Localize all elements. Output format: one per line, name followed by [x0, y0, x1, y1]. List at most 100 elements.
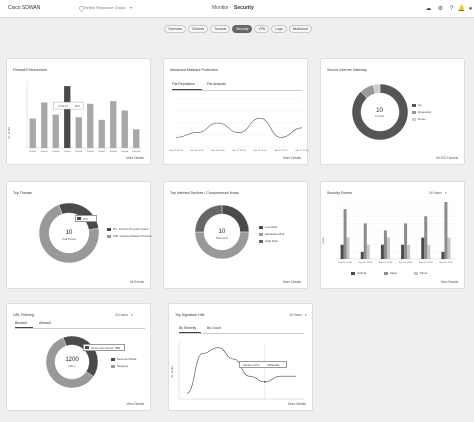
- legend-swatch: [259, 225, 263, 229]
- legend-label: Moderate Risk: [265, 232, 285, 236]
- view-details-link[interactable]: View Details: [440, 280, 458, 284]
- legend-item-news-media: News and Media: [111, 358, 136, 361]
- tooltip-label: Medium IPS: [243, 363, 260, 367]
- bar: [52, 114, 59, 148]
- legend-swatch: [412, 103, 416, 107]
- tab-file-analysis[interactable]: File Analysis: [207, 82, 226, 86]
- x-tick-label: Policy10: [132, 151, 141, 153]
- tab-devices[interactable]: Devices: [188, 25, 209, 33]
- legend-swatch: [107, 235, 111, 238]
- legend-swatch: [412, 110, 416, 114]
- x-tick-label: Policy5: [75, 151, 83, 153]
- chevron-down-icon[interactable]: ▾: [131, 313, 133, 317]
- bar: [121, 110, 128, 148]
- bar: [407, 244, 411, 259]
- donut-slice: [38, 204, 100, 264]
- card-title: Advanced Malware Protection: [170, 68, 218, 72]
- legend-item-shopping: Shopping: [111, 365, 128, 368]
- legend-swatch: [259, 232, 263, 236]
- firewall-enforcement-card: Firewall Enforcement Policy1 Policy2 Polic…: [6, 58, 151, 165]
- tab-logs[interactable]: Logs: [271, 25, 287, 33]
- active-tab-indicator: [172, 89, 202, 90]
- tab-overview[interactable]: Overview: [164, 25, 187, 33]
- page-title-prefix: Monitor ·: [212, 5, 232, 11]
- bar: [441, 251, 445, 259]
- legend-item-ips: IPS - Intrusion Prevention System: [107, 228, 149, 231]
- tab-file-reputation[interactable]: File Reputation: [172, 82, 195, 86]
- tab-multicloud[interactable]: Multicloud: [288, 25, 312, 33]
- legend-swatch: [111, 365, 115, 368]
- bar: [380, 244, 384, 259]
- bar: [110, 101, 117, 148]
- tab-by-severity[interactable]: By Severity: [179, 326, 197, 330]
- more-details-link[interactable]: More Details: [288, 402, 306, 406]
- gear-icon[interactable]: ⚙: [437, 6, 444, 12]
- tooltip-value: 462: [75, 104, 80, 108]
- more-details-link[interactable]: More Details: [126, 156, 144, 160]
- gateway-donut-chart: [351, 83, 409, 141]
- data-point: [263, 381, 266, 383]
- tab-allowed[interactable]: Allowed: [39, 321, 51, 325]
- tooltip-label: IPS: [83, 217, 88, 221]
- donut-slice: [45, 337, 94, 389]
- chevron-down-icon[interactable]: ▾: [445, 191, 447, 195]
- time-range-select[interactable]: 24 Hours: [289, 313, 302, 317]
- chevron-down-icon[interactable]: ▾: [305, 313, 307, 317]
- user-icon[interactable]: ●: [468, 5, 473, 12]
- tab-blocked[interactable]: Blocked: [15, 321, 28, 325]
- all-sig-tunnels-link[interactable]: All SIG Tunnels: [436, 156, 458, 160]
- tab-vpn[interactable]: VPN: [254, 25, 270, 33]
- legend-label: Major: [390, 271, 398, 275]
- x-tick-label: Mar 26 22:00: [212, 149, 226, 152]
- bell-icon[interactable]: 🔔: [457, 6, 466, 12]
- bar: [386, 237, 390, 259]
- active-tab-indicator: [15, 327, 33, 328]
- donut-center-value: 1200: [65, 357, 79, 363]
- tab-security[interactable]: Security: [232, 25, 253, 33]
- cloud-icon[interactable]: ☁: [425, 6, 432, 12]
- all-events-link[interactable]: All Events: [129, 280, 144, 284]
- legend-label: Critical: [357, 271, 367, 275]
- x-tick-label: Mar 26 19:00: [191, 149, 205, 152]
- top-threats-card: Top Threats IPS 10 Total Threats IPS - I…: [6, 181, 152, 289]
- donut-center-value: 10: [65, 230, 73, 236]
- bar: [346, 237, 350, 259]
- bar: [343, 209, 347, 259]
- security-events-bar-chart: Sep 20, 15:30 Sep 20, 16:30 Sep 20, 17:30 S…: [335, 201, 456, 264]
- secure-internet-gateway-card: Secure Internet Gateway 10 Tunnels Up De…: [320, 58, 465, 165]
- x-tick-label: Policy7: [98, 151, 106, 153]
- time-range-select[interactable]: 24 Hours: [115, 313, 128, 317]
- view-details-link[interactable]: View Details: [126, 402, 144, 406]
- bar: [75, 117, 82, 148]
- donut-center-label: Total Threats: [62, 238, 76, 241]
- legend-item-low-risk: Low Risk: [259, 225, 277, 229]
- firewall-bar-chart: Policy1 Policy2 Policy3 Policy4 Policy5 Polic…: [26, 81, 142, 153]
- legend-item-major: Major: [384, 271, 398, 275]
- card-title: Firewall Enforcement: [13, 68, 47, 72]
- tab-by-count[interactable]: By Count: [207, 326, 221, 330]
- chart-tooltip: [75, 215, 97, 222]
- card-title: Security Events: [327, 191, 352, 195]
- more-details-link[interactable]: More Details: [283, 156, 301, 160]
- top-signature-hits-card: Top Signature Hits 24 Hours ▾ By Severit…: [168, 303, 313, 411]
- legend-swatch: [107, 228, 111, 231]
- x-tick-label: Sep 20, 16:30: [358, 262, 372, 264]
- tab-tunnels[interactable]: Tunnels: [210, 25, 231, 33]
- donut-center-label: URL's: [68, 365, 76, 368]
- resource-group-selector[interactable]: Select Resource Group: [84, 5, 126, 10]
- donut-center-value: 10: [218, 229, 226, 235]
- more-details-link[interactable]: More Details: [283, 280, 301, 284]
- time-range-select[interactable]: 24 Hours: [429, 191, 442, 195]
- threats-donut-chart: [38, 202, 100, 264]
- x-tick-label: Sep 20, 15:30: [338, 262, 352, 264]
- chevron-down-icon[interactable]: ▾: [130, 5, 133, 10]
- active-tab-indicator: [179, 332, 201, 333]
- x-tick-label: Policy8: [110, 151, 118, 153]
- x-tick-label: Mar 27 07:00: [275, 149, 289, 152]
- legend-swatch: [412, 117, 416, 121]
- help-icon[interactable]: ?: [449, 5, 454, 12]
- signature-hits-line-chart: [178, 342, 304, 400]
- donut-slice: [221, 204, 250, 233]
- y-axis-label: No. of Hits: [171, 365, 174, 378]
- card-title: URL Filtering: [13, 313, 34, 317]
